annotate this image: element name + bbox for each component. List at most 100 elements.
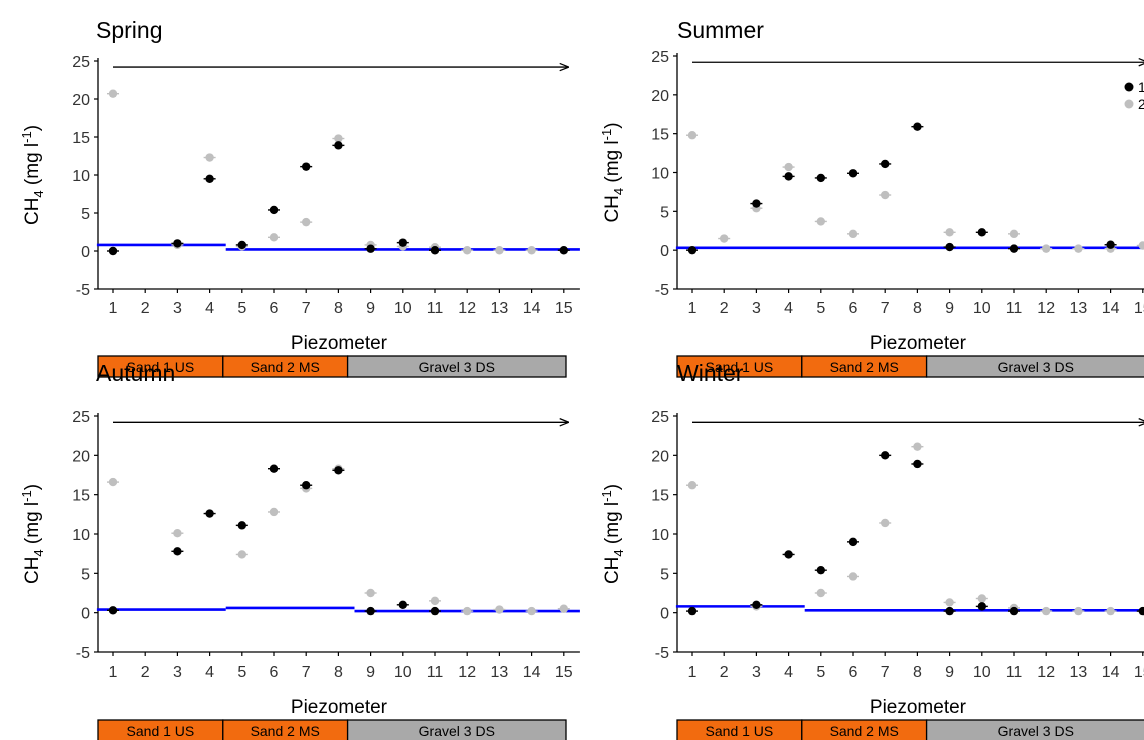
point-20cm (687, 481, 697, 490)
point-10cm (302, 481, 311, 490)
x-tick-label: 13 (1070, 300, 1088, 317)
zone-label: Sand 1 US (706, 359, 774, 375)
point-20cm (848, 229, 858, 239)
x-tick-label: 15 (1134, 300, 1144, 317)
panel-title: Spring (96, 17, 162, 43)
point-20cm (1042, 244, 1051, 253)
point-10cm (205, 509, 214, 518)
point-20cm (334, 134, 343, 143)
point-10cm (945, 606, 954, 616)
y-axis-label-unit: (mg l (22, 143, 43, 191)
y-tick-label: 5 (660, 204, 669, 221)
y-axis-label-sub: 4 (611, 188, 626, 195)
zone-label: Sand 1 US (127, 723, 195, 739)
x-tick-label: 7 (302, 300, 311, 317)
point-10cm (430, 246, 440, 255)
zone-label: Gravel 3 DS (998, 359, 1074, 375)
y-tick-label: 25 (651, 409, 669, 426)
y-axis-label-sub: 4 (611, 549, 626, 556)
x-tick-label: 9 (945, 664, 954, 681)
point-20cm (205, 153, 214, 162)
point-20cm (1009, 229, 1019, 239)
point-10cm (334, 466, 343, 475)
point-20cm (945, 598, 954, 607)
point-10cm (1138, 606, 1144, 616)
y-tick-label: 10 (651, 527, 669, 544)
y-axis-label-sub: 4 (31, 190, 46, 197)
x-tick-label: 4 (205, 300, 214, 317)
x-tick-label: 11 (1006, 664, 1023, 681)
panel-title: Summer (677, 17, 764, 43)
point-20cm (881, 190, 890, 200)
point-20cm (720, 234, 729, 243)
point-10cm (848, 169, 858, 178)
y-axis-label-unit: (mg l (22, 502, 43, 550)
point-20cm (816, 588, 825, 598)
point-10cm (752, 199, 761, 208)
x-tick-label: 3 (752, 300, 761, 317)
zone-label: Gravel 3 DS (419, 723, 495, 739)
point-20cm (687, 131, 697, 140)
x-axis-label: Piezometer (291, 333, 388, 354)
zone-label: Sand 2 MS (830, 723, 899, 739)
point-10cm (269, 464, 279, 473)
x-tick-label: 4 (205, 664, 214, 681)
legend-label: 20 cm (1138, 96, 1144, 112)
y-tick-label: 20 (72, 92, 90, 109)
point-10cm (881, 159, 890, 169)
point-20cm (1074, 244, 1083, 253)
y-tick-label: 10 (651, 166, 669, 183)
y-tick-label: -5 (655, 645, 669, 662)
y-axis-label-end: ) (602, 484, 623, 490)
point-10cm (366, 244, 375, 253)
zone-segment (346, 719, 567, 740)
y-tick-label: 5 (81, 206, 90, 223)
point-20cm (945, 228, 954, 237)
point-10cm (687, 245, 697, 255)
x-tick-label: 14 (523, 664, 541, 681)
x-tick-label: 8 (913, 664, 922, 681)
y-axis-label-main: CH (602, 557, 623, 584)
x-tick-label: 1 (109, 300, 118, 317)
point-20cm (237, 550, 246, 559)
y-tick-label: 15 (651, 127, 669, 144)
y-axis-label-main: CH (22, 198, 43, 225)
x-tick-label: 6 (849, 664, 858, 681)
x-tick-label: 3 (173, 664, 182, 681)
x-tick-label: 2 (720, 664, 729, 681)
x-tick-label: 4 (784, 300, 793, 317)
y-axis-label-end: ) (22, 125, 43, 131)
x-tick-label: 8 (334, 664, 343, 681)
zone-segment (925, 719, 1144, 740)
point-10cm (1009, 606, 1019, 616)
y-axis-label-sup: -1 (19, 131, 34, 143)
point-10cm (687, 606, 697, 616)
y-tick-label: 25 (72, 54, 90, 71)
point-10cm (1009, 244, 1019, 253)
panel-title: Winter (677, 360, 744, 386)
y-tick-label: 15 (651, 488, 669, 505)
x-tick-label: 2 (141, 664, 150, 681)
point-10cm (784, 550, 793, 559)
y-tick-label: 5 (660, 566, 669, 583)
x-tick-label: 12 (1037, 300, 1055, 317)
x-tick-label: 7 (881, 300, 890, 317)
x-tick-label: 6 (270, 300, 279, 317)
point-20cm (913, 442, 922, 451)
x-tick-label: 15 (1134, 664, 1144, 681)
y-axis-label-sup: -1 (599, 490, 614, 502)
point-20cm (463, 606, 472, 616)
y-tick-label: 25 (72, 409, 90, 426)
legend-marker (1124, 82, 1134, 92)
point-20cm (559, 604, 568, 613)
point-10cm (398, 238, 407, 247)
x-tick-label: 6 (270, 664, 279, 681)
zone-segment (925, 355, 1144, 378)
y-tick-label: 20 (651, 448, 669, 465)
point-20cm (173, 529, 182, 538)
x-tick-label: 14 (523, 300, 541, 317)
x-tick-label: 8 (334, 300, 343, 317)
panel-summer: Summer-50510152025123456789101112131415P… (599, 17, 1144, 378)
x-tick-label: 14 (1102, 664, 1120, 681)
